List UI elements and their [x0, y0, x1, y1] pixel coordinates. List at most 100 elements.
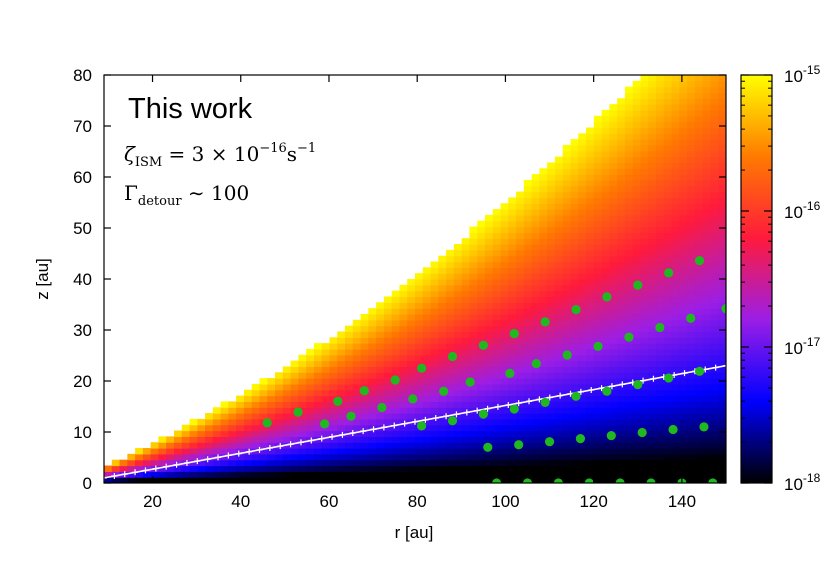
scatter-point — [686, 313, 696, 323]
heatmap-cell — [687, 267, 696, 274]
heatmap-cell — [368, 325, 377, 333]
heatmap-cell — [578, 383, 587, 391]
heatmap-cell — [306, 465, 315, 472]
heatmap-cell — [166, 453, 175, 461]
heatmap-cell — [702, 325, 712, 333]
heatmap-cell — [469, 372, 478, 379]
heatmap-cell — [399, 343, 408, 350]
heatmap-cell — [345, 337, 354, 344]
heatmap-cell — [469, 354, 478, 362]
heatmap-cell — [648, 203, 657, 210]
heatmap-cell — [648, 354, 657, 362]
heatmap-cell — [453, 471, 463, 478]
heatmap-cell — [617, 267, 626, 274]
heatmap-cell — [632, 360, 642, 368]
heatmap-cell — [298, 395, 307, 402]
heatmap-cell — [663, 115, 673, 123]
heatmap-cell — [212, 471, 222, 478]
heatmap-cell — [578, 430, 587, 437]
line-marker — [401, 420, 408, 427]
heatmap-cell — [640, 121, 649, 129]
heatmap-cell — [687, 86, 696, 94]
heatmap-cell — [601, 313, 610, 321]
heatmap-cell — [687, 389, 696, 397]
heatmap-cell — [531, 465, 541, 472]
heatmap-cell — [601, 232, 610, 239]
heatmap-cell — [586, 273, 595, 280]
heatmap-cell — [205, 442, 214, 449]
heatmap-cell — [562, 366, 572, 373]
heatmap-cell — [523, 296, 533, 303]
heatmap-cell — [570, 354, 579, 362]
heatmap-cell — [282, 383, 292, 391]
heatmap-cell — [632, 168, 642, 175]
heatmap-cell — [469, 348, 478, 356]
heatmap-cell — [718, 302, 726, 309]
heatmap-cell — [586, 401, 595, 408]
heatmap-cell — [446, 442, 455, 449]
heatmap-cell — [189, 424, 198, 432]
heatmap-cell — [718, 209, 726, 216]
heatmap-cell — [306, 407, 315, 414]
heatmap-cell — [531, 209, 541, 216]
heatmap-cell — [531, 348, 541, 356]
scatter-point — [562, 350, 572, 360]
heatmap-cell — [578, 442, 587, 449]
heatmap-cell — [181, 448, 191, 455]
heatmap-cell — [570, 168, 579, 175]
heatmap-cell — [469, 413, 478, 420]
heatmap-cell — [656, 255, 665, 263]
heatmap-cell — [282, 459, 292, 467]
heatmap-cell — [352, 383, 362, 391]
heatmap-cell — [570, 284, 579, 292]
heatmap-cell — [632, 418, 642, 426]
heatmap-cell — [523, 319, 533, 327]
heatmap-cell — [679, 214, 688, 222]
heatmap-cell — [477, 238, 486, 245]
heatmap-cell — [492, 255, 502, 263]
heatmap-cell — [702, 459, 712, 467]
heatmap-cell — [205, 471, 214, 478]
heatmap-cell — [469, 477, 478, 483]
heatmap-cell — [313, 360, 323, 368]
heatmap-cell — [360, 477, 369, 483]
heatmap-cell — [352, 360, 362, 368]
heatmap-cell — [438, 366, 447, 373]
heatmap-cell — [275, 471, 284, 478]
heatmap-cell — [718, 92, 726, 99]
heatmap-cell — [508, 477, 517, 483]
heatmap-cell — [127, 453, 136, 461]
heatmap-cell — [671, 238, 680, 245]
heatmap-cell — [267, 389, 276, 397]
heatmap-cell — [554, 308, 564, 315]
heatmap-cell — [663, 168, 673, 175]
heatmap-cell — [251, 442, 261, 449]
heatmap-cell — [718, 436, 726, 443]
heatmap-cell — [554, 366, 564, 373]
heatmap-cell — [228, 465, 237, 472]
heatmap-cell — [531, 442, 541, 449]
heatmap-cell — [656, 313, 665, 321]
heatmap-cell — [477, 284, 486, 292]
heatmap-cell — [562, 401, 572, 408]
heatmap-cell — [593, 267, 603, 274]
heatmap-cell — [383, 354, 393, 362]
heatmap-cell — [189, 477, 198, 483]
heatmap-cell — [593, 127, 603, 134]
heatmap-cell — [492, 448, 502, 455]
heatmap-cell — [586, 436, 595, 443]
heatmap-cell — [640, 86, 649, 94]
heatmap-cell — [671, 115, 680, 123]
heatmap-cell — [718, 144, 726, 152]
heatmap-cell — [368, 319, 377, 327]
heatmap-cell — [671, 191, 680, 198]
heatmap-cell — [562, 290, 572, 298]
heatmap-cell — [640, 360, 649, 368]
heatmap-cell — [702, 249, 712, 257]
heatmap-cell — [640, 325, 649, 333]
heatmap-cell — [593, 139, 603, 146]
heatmap-cell — [337, 372, 346, 379]
heatmap-cell — [492, 343, 502, 350]
heatmap-cell — [236, 413, 245, 420]
heatmap-cell — [523, 197, 533, 204]
